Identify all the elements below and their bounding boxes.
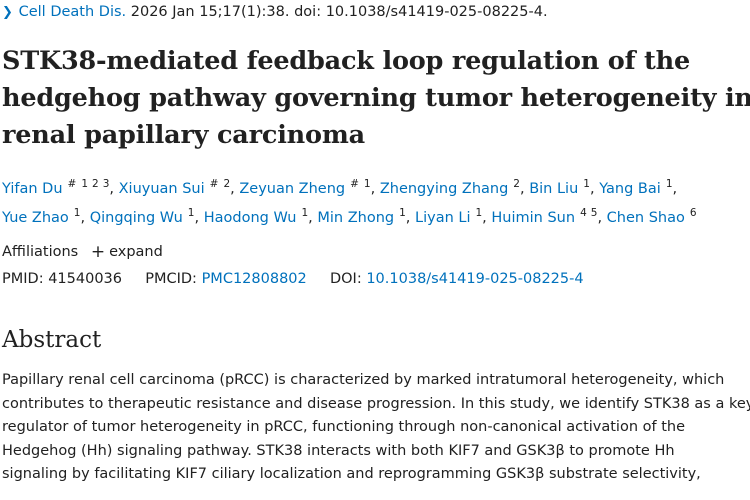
affiliation-number[interactable]: 6 bbox=[689, 207, 697, 220]
author-link[interactable]: Min Zhong bbox=[317, 210, 395, 226]
equal-contribution-mark[interactable]: # bbox=[350, 178, 359, 191]
affiliation-number[interactable]: 1 bbox=[475, 207, 483, 220]
abstract-line: regulator of tumor heterogeneity in pRCC… bbox=[2, 419, 686, 435]
author-link[interactable]: Yifan Du bbox=[2, 181, 63, 197]
author-line: Yue Zhao 1, Qingqing Wu 1, Haodong Wu 1, Mi… bbox=[2, 207, 697, 226]
title-line: hedgehog pathway governing tumor heterog… bbox=[2, 83, 750, 113]
affiliation-number[interactable]: 1 bbox=[81, 178, 89, 191]
affiliations-expand-button[interactable]: + expand bbox=[90, 242, 163, 262]
author-link[interactable]: Chen Shao bbox=[606, 210, 685, 226]
affiliation-number[interactable]: 1 bbox=[301, 207, 309, 220]
equal-contribution-mark[interactable]: # bbox=[209, 178, 219, 191]
affiliation-number[interactable]: 2 bbox=[223, 178, 231, 191]
equal-contribution-mark[interactable]: # bbox=[67, 178, 77, 191]
expand-label: expand bbox=[109, 244, 163, 260]
author-link[interactable]: Zhengying Zhang bbox=[379, 181, 509, 197]
author-link[interactable]: Yue Zhao bbox=[2, 210, 69, 226]
doi-link[interactable]: 10.1038/s41419-025-08225-4 bbox=[366, 271, 584, 287]
affiliation-number[interactable]: 1 bbox=[187, 207, 195, 220]
affiliations-row: Affiliations + expand bbox=[2, 241, 163, 262]
abstract-line: Papillary renal cell carcinoma (pRCC) is… bbox=[2, 372, 725, 388]
abstract-heading: Abstract bbox=[2, 327, 102, 353]
title-line: renal papillary carcinoma bbox=[2, 120, 365, 150]
author-link[interactable]: Yang Bai bbox=[599, 181, 661, 197]
author-link[interactable]: Zeyuan Zheng bbox=[239, 181, 346, 197]
affiliation-number[interactable]: 4 bbox=[580, 207, 587, 220]
chevron-right-icon[interactable]: ❯ bbox=[2, 5, 13, 20]
pmid-label: PMID: bbox=[2, 271, 44, 287]
author-link[interactable]: Haodong Wu bbox=[203, 210, 297, 226]
abstract-line: Hedgehog (Hh) signaling pathway. STK38 i… bbox=[2, 442, 675, 459]
affiliation-number[interactable]: 1 bbox=[665, 178, 673, 191]
doi-label: DOI: bbox=[329, 271, 362, 287]
affiliation-number[interactable]: 2 bbox=[513, 178, 520, 191]
abstract-text: Papillary renal cell carcinoma (pRCC) is… bbox=[2, 369, 750, 487]
identifiers-row: PMID: 41540036 PMCID: PMC12808802 DOI: 1… bbox=[2, 269, 584, 289]
journal-link[interactable]: Cell Death Dis. bbox=[18, 4, 127, 20]
affiliation-number[interactable]: 1 bbox=[363, 178, 371, 191]
citation-line: ❯ Cell Death Dis. 2026 Jan 15;17(1):38. … bbox=[2, 3, 548, 22]
affiliations-label: Affiliations bbox=[2, 244, 79, 260]
affiliation-number[interactable]: 1 bbox=[583, 178, 590, 191]
author-link[interactable]: Huimin Sun bbox=[491, 210, 576, 226]
author-list: Yifan Du #1 2 3, Xiuyuan Sui #2, Zeyuan Zhen… bbox=[2, 175, 750, 233]
abstract-line: signaling by facilitating KIF7 ciliary l… bbox=[2, 466, 701, 482]
affiliation-number[interactable]: 3 bbox=[102, 178, 110, 191]
pmcid-link[interactable]: PMC12808802 bbox=[201, 271, 307, 287]
pmcid-label: PMCID: bbox=[145, 271, 197, 287]
affiliation-number[interactable]: 2 bbox=[92, 178, 99, 191]
pmid-value: 41540036 bbox=[48, 271, 123, 287]
citation-details: 2026 Jan 15;17(1):38. doi: 10.1038/s4141… bbox=[126, 4, 548, 20]
plus-icon: + bbox=[90, 242, 106, 262]
author-link[interactable]: Liyan Li bbox=[415, 210, 471, 226]
author-link[interactable]: Xiuyuan Sui bbox=[118, 181, 205, 197]
article-title: STK38-mediated feedback loop regulation … bbox=[2, 43, 750, 154]
author-line: Yifan Du #1 2 3, Xiuyuan Sui #2, Zeyuan Zhen… bbox=[2, 178, 678, 197]
affiliation-number[interactable]: 5 bbox=[590, 207, 598, 220]
affiliation-number[interactable]: 1 bbox=[73, 207, 81, 220]
author-link[interactable]: Bin Liu bbox=[529, 181, 579, 197]
affiliation-number[interactable]: 1 bbox=[399, 207, 406, 220]
title-line: STK38-mediated feedback loop regulation … bbox=[2, 46, 690, 76]
abstract-line: contributes to therapeutic resistance an… bbox=[2, 395, 750, 412]
author-link[interactable]: Qingqing Wu bbox=[89, 210, 183, 226]
